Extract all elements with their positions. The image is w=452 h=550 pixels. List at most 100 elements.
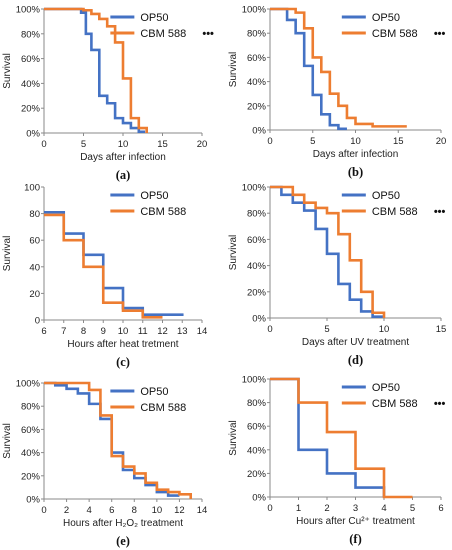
x-tick-label: 5: [310, 136, 315, 147]
y-tick-label: 0%: [252, 493, 266, 504]
legend-label: CBM 588: [372, 206, 418, 218]
y-tick-label: 60%: [247, 422, 267, 433]
legend-label: OP50: [140, 190, 168, 202]
x-tick-label: 2: [324, 503, 329, 514]
y-tick-label: 60%: [247, 53, 267, 64]
series-line-op50: [270, 7, 347, 131]
y-tick-label: 20%: [247, 101, 267, 112]
x-tick-label: 15: [157, 139, 168, 150]
panel-label: (d): [348, 353, 363, 367]
y-tick-label: 20%: [247, 469, 267, 480]
y-tick-label: 100%: [16, 379, 41, 390]
y-tick-label: 0%: [26, 129, 40, 140]
x-tick-label: 4: [86, 505, 91, 516]
y-tick-label: 60%: [21, 425, 41, 436]
chart-panel-c: 0 20 40 60 80 100 6 7 8 9 10 11 12 13 14 Hours after he…: [2, 183, 207, 370]
y-tick-label: 20%: [247, 287, 267, 298]
x-tick-label: 6: [438, 503, 443, 514]
y-tick-label: 100%: [242, 5, 267, 16]
x-tick-label: 10: [118, 326, 129, 337]
x-axis-label: Days after infection: [313, 149, 399, 160]
y-axis-label: Survival: [2, 236, 13, 272]
series-line-op50: [44, 7, 146, 134]
y-tick-label: 20%: [21, 471, 41, 482]
legend-label: CBM 588: [372, 28, 418, 40]
legend-label: CBM 588: [140, 206, 186, 218]
x-tick-label: 0: [41, 505, 46, 516]
series-line-op50: [44, 210, 184, 317]
y-tick-label: 60%: [21, 54, 41, 65]
series-line-cbm588: [44, 7, 148, 133]
chart-panel-a: 0% 20% 40% 60% 80% 100% 0 5 10 15 20 Days after inf…: [2, 5, 214, 183]
y-tick-label: 80: [29, 209, 40, 220]
chart-panel-d: 0% 20% 40% 60% 80% 100% 0 5 10 15 Days after UV tr…: [228, 183, 446, 368]
x-tick-label: 9: [101, 326, 106, 337]
x-tick-label: 7: [61, 326, 66, 337]
x-tick-label: 15: [436, 324, 447, 335]
significance-marker: •••: [202, 28, 214, 40]
x-tick-label: 6: [41, 326, 46, 337]
x-tick-label: 14: [197, 505, 208, 516]
x-tick-label: 10: [118, 139, 129, 150]
y-tick-label: 100%: [242, 375, 267, 386]
y-axis-label: Survival: [228, 235, 239, 271]
x-tick-label: 2: [64, 505, 69, 516]
significance-marker: •••: [434, 28, 446, 40]
legend-label: CBM 588: [140, 28, 186, 40]
legend-label: CBM 588: [372, 398, 418, 410]
x-tick-label: 5: [410, 503, 415, 514]
panel-label: (a): [116, 168, 131, 182]
x-tick-label: 20: [436, 136, 447, 147]
y-tick-label: 40%: [247, 445, 267, 456]
x-tick-label: 5: [324, 324, 329, 335]
y-axis-label: Survival: [2, 423, 13, 459]
legend-label: OP50: [140, 12, 168, 24]
legend-label: OP50: [372, 190, 400, 202]
x-tick-label: 14: [197, 326, 208, 337]
y-axis-label: Survival: [2, 53, 13, 89]
series-line-cbm588: [44, 213, 163, 319]
x-tick-label: 0: [267, 503, 272, 514]
y-tick-label: 80%: [247, 398, 267, 409]
series-line-cbm588: [270, 185, 386, 318]
panel-label: (c): [116, 355, 130, 369]
x-tick-label: 8: [132, 505, 137, 516]
y-tick-label: 40%: [247, 77, 267, 88]
significance-marker: •••: [434, 206, 446, 218]
y-tick-label: 40%: [247, 261, 267, 272]
series-line-op50: [270, 185, 384, 318]
x-axis-label: Days after UV treatment: [302, 337, 409, 348]
chart-panel-f: 0% 20% 40% 60% 80% 100% 0 1 2 3 4 5 6 Hours after Cu²…: [228, 375, 446, 547]
series-line-cbm588: [270, 7, 407, 128]
panel-label: (b): [348, 165, 363, 179]
y-tick-label: 0%: [252, 314, 266, 325]
x-tick-label: 4: [381, 503, 386, 514]
panel-label: (f): [349, 532, 362, 546]
chart-panel-b: 0% 20% 40% 60% 80% 100% 0 5 10 15 20 Days after inf…: [228, 5, 446, 180]
series-line-op50: [270, 377, 386, 497]
x-tick-label: 0: [41, 139, 46, 150]
y-axis-label: Survival: [228, 52, 239, 88]
y-tick-label: 100%: [242, 183, 267, 194]
x-tick-label: 20: [197, 139, 208, 150]
x-tick-label: 11: [138, 326, 148, 337]
y-tick-label: 80%: [247, 29, 267, 40]
y-tick-label: 0: [35, 316, 40, 327]
x-tick-label: 15: [393, 136, 404, 147]
panel-label: (e): [116, 534, 130, 548]
y-tick-label: 100%: [16, 5, 41, 16]
x-tick-label: 10: [350, 136, 361, 147]
y-tick-label: 80%: [21, 402, 41, 413]
x-tick-label: 12: [174, 505, 185, 516]
y-tick-label: 100: [24, 183, 40, 194]
series-line-cbm588: [44, 381, 193, 499]
y-tick-label: 20%: [21, 104, 41, 115]
y-tick-label: 0%: [26, 495, 40, 506]
x-axis-label: Hours after H₂O₂ treatment: [63, 518, 183, 529]
y-tick-label: 0%: [252, 126, 266, 137]
x-tick-label: 10: [379, 324, 390, 335]
legend-label: OP50: [372, 382, 400, 394]
x-tick-label: 8: [81, 326, 86, 337]
y-tick-label: 60: [29, 236, 40, 247]
